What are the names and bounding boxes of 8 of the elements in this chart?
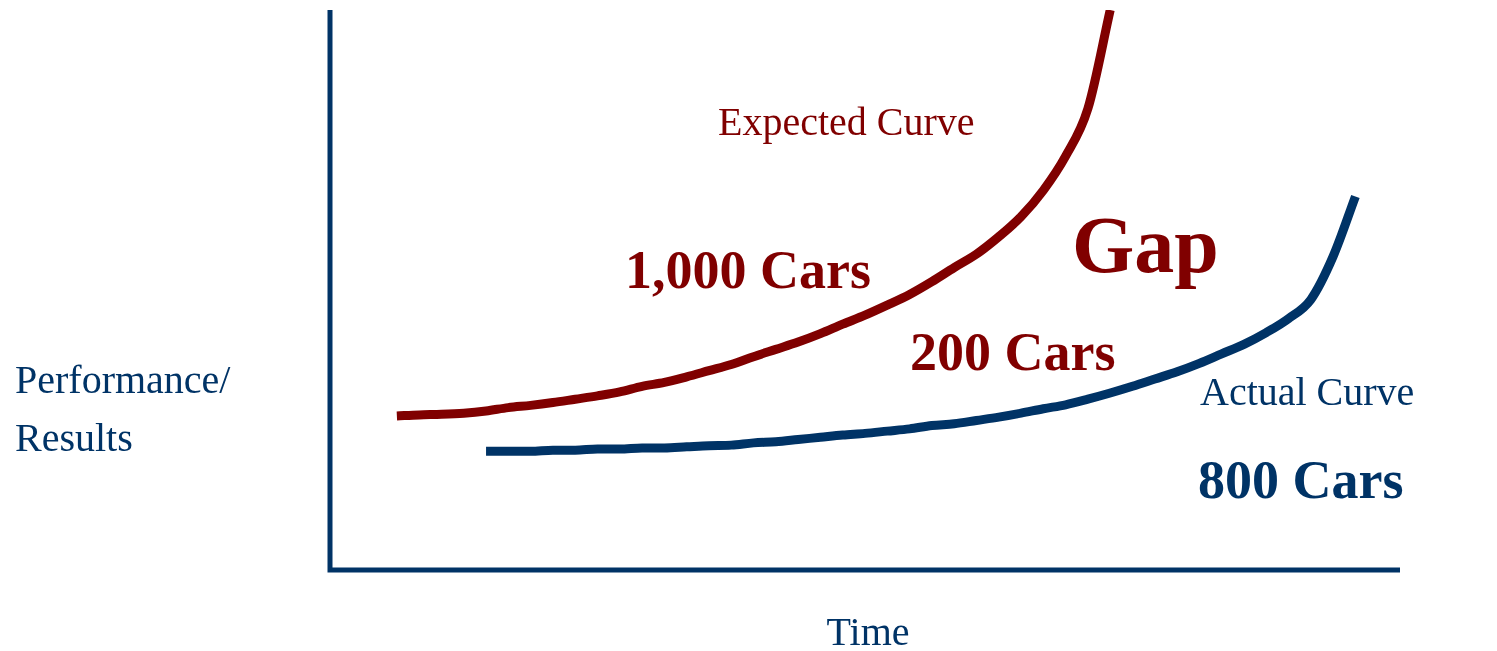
x-axis-title: Time [825,608,911,651]
y-axis-title: Performance/ Results [15,356,232,462]
series-label: Actual Curve [1200,369,1415,414]
annotation: Gap [1072,201,1219,289]
annotation: 200 Cars [910,322,1116,382]
text: Expected Curve [718,99,975,144]
annotation: 800 Cars [1198,450,1404,510]
annotation: 1,000 Cars [625,240,871,300]
